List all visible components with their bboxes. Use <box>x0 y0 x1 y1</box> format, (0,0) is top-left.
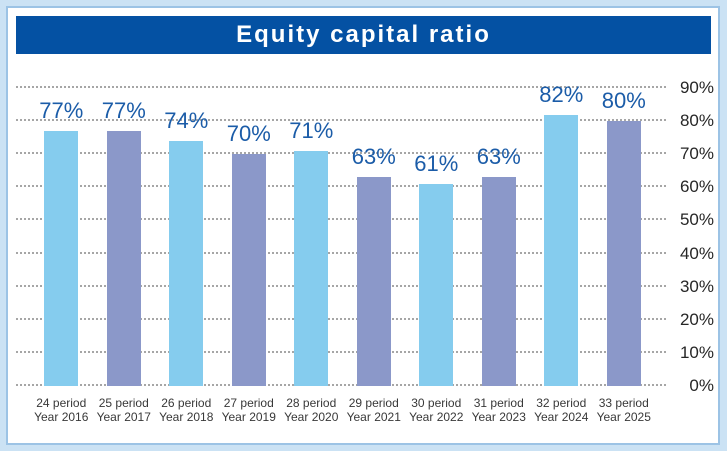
gridline <box>16 218 666 221</box>
plot-area: 77% 77% 74% 70% 71% 63% 61% 63% 82% 80% <box>16 83 666 386</box>
gridline <box>16 185 666 188</box>
bar-value-label: 74% <box>164 107 209 133</box>
y-axis-tick-label: 80% <box>679 111 714 131</box>
y-axis-tick-label: 90% <box>679 78 714 97</box>
x-axis-tick-label: 32 period Year 2024 <box>534 396 589 424</box>
bar <box>231 154 266 386</box>
bar <box>356 177 391 386</box>
x-axis-tick-label: 29 period Year 2021 <box>346 396 401 424</box>
gridline <box>16 152 666 155</box>
gridline <box>16 384 666 386</box>
bar <box>169 140 204 386</box>
bar-value-label: 70% <box>226 121 271 147</box>
bar-value-label: 80% <box>601 88 646 114</box>
bar <box>106 131 141 386</box>
y-axis-tick-label: 10% <box>679 342 714 362</box>
y-axis-tick-label: 50% <box>679 210 714 230</box>
y-axis-tick-label: 60% <box>679 177 714 197</box>
gridline <box>16 86 666 88</box>
bar-slot: 74% <box>155 88 218 386</box>
bar-slot: 63% <box>343 88 406 386</box>
x-axis-tick-label: 26 period Year 2018 <box>159 396 214 424</box>
x-axis-tick-label: 27 period Year 2019 <box>221 396 276 424</box>
gridline <box>16 284 666 287</box>
y-axis-tick-label: 70% <box>679 144 714 164</box>
y-axis-tick-label: 20% <box>679 309 714 329</box>
bar-slot: 70% <box>218 88 281 386</box>
bar-slot: 77% <box>93 88 156 386</box>
y-axis-tick-label: 40% <box>679 243 714 263</box>
bar <box>544 114 579 386</box>
bar-value-label: 77% <box>101 98 146 124</box>
gridline <box>16 350 666 353</box>
x-axis-tick-label: 30 period Year 2022 <box>409 396 464 424</box>
x-axis: 24 period Year 2016 25 period Year 2017 26 p… <box>30 396 655 424</box>
bar-value-label: 71% <box>289 117 334 143</box>
bar <box>44 131 79 386</box>
bar <box>606 121 641 386</box>
bar-slot: 82% <box>530 83 593 386</box>
bar-value-label: 77% <box>39 98 84 124</box>
y-axis: 0% 10% 20% 30% 40% 50% 60% 70% 80% 90% <box>668 78 714 395</box>
bar <box>294 150 329 386</box>
gridline <box>16 317 666 320</box>
y-axis-tick-label: 0% <box>689 376 714 395</box>
x-axis-tick-label: 33 period Year 2025 <box>596 396 651 424</box>
x-axis-tick-label: 28 period Year 2020 <box>284 396 339 424</box>
x-axis-tick-label: 25 period Year 2017 <box>96 396 151 424</box>
gridline <box>16 119 666 122</box>
bar-slot: 71% <box>280 88 343 386</box>
y-axis-tick-label: 30% <box>679 276 714 296</box>
chart-title: Equity capital ratio <box>16 16 711 54</box>
chart-panel: Equity capital ratio 77% 77% 74% 70% 71% 63% 6… <box>6 6 720 445</box>
bar-slot: 61% <box>405 88 468 386</box>
x-axis-tick-label: 31 period Year 2023 <box>471 396 526 424</box>
bars-row: 77% 77% 74% 70% 71% 63% 61% 63% 82% 80% <box>30 83 656 386</box>
bar <box>419 184 454 386</box>
bar-value-label: 82% <box>539 81 584 107</box>
bar-slot: 80% <box>593 88 656 386</box>
bar-slot: 77% <box>30 88 93 386</box>
bar-value-label: 61% <box>414 151 459 177</box>
bar-value-label: 63% <box>351 144 396 170</box>
bar-slot: 63% <box>468 88 531 386</box>
gridline <box>16 251 666 254</box>
bar-value-label: 63% <box>476 144 521 170</box>
bar <box>481 177 516 386</box>
x-axis-tick-label: 24 period Year 2016 <box>34 396 89 424</box>
